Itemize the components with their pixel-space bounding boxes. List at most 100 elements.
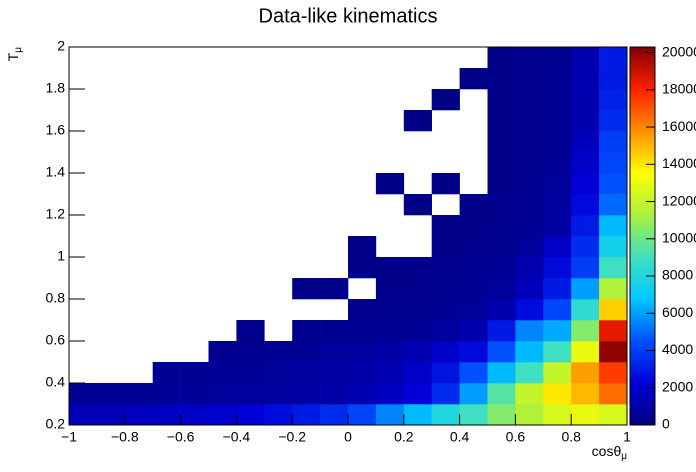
cell [236, 362, 265, 384]
cell [599, 131, 628, 153]
cell [431, 383, 460, 405]
cell [599, 215, 628, 237]
y-tick-label: 1.6 [46, 122, 66, 138]
cell [487, 194, 516, 216]
axes: −1 −0.8 −0.6 −0.4 −0.2 0 0.2 0.4 0.6 0.8 1 0.2 0.4 0.… [46, 38, 696, 445]
x-tick-label: −0.8 [111, 429, 139, 445]
cell [348, 341, 377, 363]
z-tick-label: 16000 [662, 118, 696, 134]
cell [431, 404, 460, 426]
x-tick-label: 0.4 [450, 429, 470, 445]
cell [599, 89, 628, 111]
cell [543, 173, 572, 195]
cell [599, 383, 628, 405]
x-tick-label: −0.2 [278, 429, 306, 445]
cell [375, 278, 405, 300]
cell [96, 404, 126, 426]
cell [571, 383, 600, 405]
cell [320, 278, 349, 300]
x-axis-label-main: cosθ [592, 443, 622, 459]
cell [348, 257, 377, 279]
cell [69, 404, 98, 426]
cell [487, 89, 516, 111]
x-tick-label: 0.6 [506, 429, 526, 445]
cell [431, 320, 460, 342]
cell [543, 299, 572, 321]
cell [487, 68, 516, 90]
cell [571, 152, 600, 174]
cell [431, 362, 460, 384]
cell [292, 362, 321, 384]
cell [543, 68, 572, 90]
cell [515, 215, 544, 237]
cell [431, 341, 460, 363]
z-tick-label: 10000 [662, 229, 696, 245]
cell [403, 383, 432, 405]
cell [571, 110, 600, 132]
cell [571, 404, 600, 426]
cell [487, 215, 516, 237]
color-bar [629, 46, 656, 426]
cell [543, 320, 572, 342]
cell [236, 404, 265, 426]
cell [403, 341, 432, 363]
cell [599, 278, 628, 300]
y-axis-label-main: T [5, 52, 21, 61]
cell [96, 383, 126, 405]
cell [487, 110, 516, 132]
cell [487, 236, 516, 258]
cell [515, 257, 544, 279]
cell [515, 68, 544, 90]
cell [543, 152, 572, 174]
cell [515, 173, 544, 195]
cell [348, 383, 377, 405]
y-tick-label: 1.2 [46, 206, 66, 222]
y-tick-label: 2 [57, 38, 65, 54]
cell [487, 404, 516, 426]
cell [431, 89, 460, 111]
cell [375, 383, 405, 405]
cell [599, 299, 628, 321]
cell [292, 278, 321, 300]
cell [152, 362, 181, 384]
cell [320, 404, 349, 426]
cell [543, 110, 572, 132]
y-tick-label: 1.8 [46, 80, 66, 96]
cell [599, 173, 628, 195]
cell [375, 404, 405, 426]
z-tick-label: 0 [662, 416, 670, 432]
cell [348, 320, 377, 342]
cell [515, 194, 544, 216]
cell [571, 89, 600, 111]
cell [403, 320, 432, 342]
cell [403, 404, 432, 426]
cell [375, 341, 405, 363]
cell [571, 341, 600, 363]
cell [599, 404, 628, 426]
cell [515, 236, 544, 258]
cell [599, 341, 628, 363]
x-tick-label: −0.6 [167, 429, 195, 445]
cell [459, 362, 488, 384]
z-tick-label: 4000 [662, 341, 693, 357]
cell [571, 215, 600, 237]
cell [292, 341, 321, 363]
z-tick-label: 8000 [662, 267, 693, 283]
cell [599, 152, 628, 174]
x-tick-label: −1 [61, 429, 77, 445]
cell [236, 341, 265, 363]
cell [543, 362, 572, 384]
cell [487, 257, 516, 279]
cell [431, 173, 460, 195]
cell [487, 278, 516, 300]
cell [431, 236, 460, 258]
z-tick-label: 20000 [662, 43, 696, 59]
cell [348, 362, 377, 384]
cell [487, 383, 516, 405]
cell [320, 320, 349, 342]
cell [459, 215, 488, 237]
cell [487, 173, 516, 195]
cell [543, 89, 572, 111]
cell [320, 362, 349, 384]
cell [543, 194, 572, 216]
